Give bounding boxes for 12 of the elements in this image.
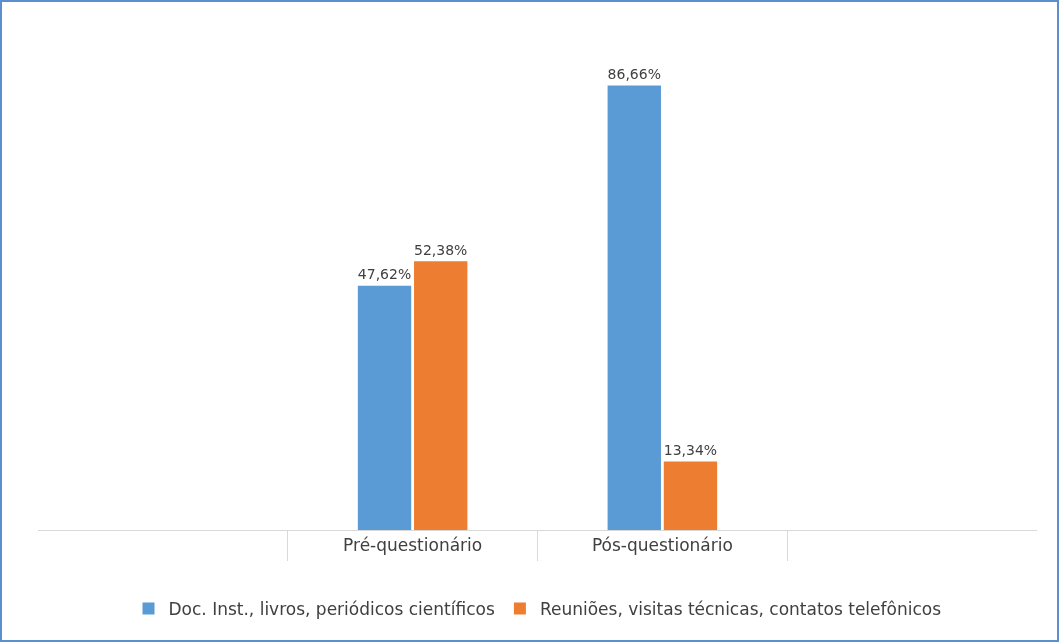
x-tick-label: Pós-questionário: [591, 535, 733, 556]
data-label: 47,62%: [357, 266, 412, 283]
bar: [607, 85, 661, 530]
x-tick-label: Pré-questionário: [343, 535, 483, 556]
legend-label: Reuniões, visitas técnicas, contatos telefônicos: [539, 599, 942, 620]
legend-label: Doc. Inst., livros, periódicos científicos: [168, 599, 495, 620]
bar: [663, 461, 718, 530]
data-label: 86,66%: [607, 66, 661, 83]
bar: [414, 261, 468, 530]
data-label: 52,38%: [414, 241, 468, 258]
bar: [357, 285, 412, 530]
data-label: 13,34%: [663, 442, 718, 459]
